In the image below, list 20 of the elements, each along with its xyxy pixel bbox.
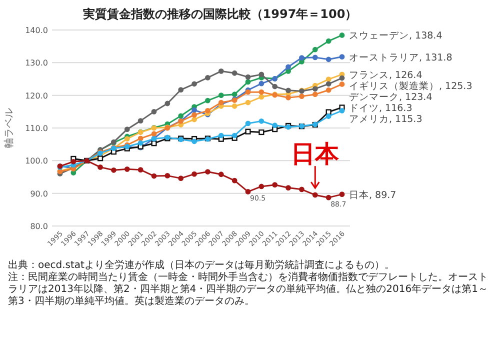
y-tick-label: 90.0 xyxy=(30,189,48,198)
y-tick-label: 140.0 xyxy=(25,26,48,35)
text: オーストラリア, 131.8 xyxy=(349,52,452,64)
y-tick-label: 130.0 xyxy=(25,58,48,68)
text: デンマーク, 123.4 xyxy=(349,92,432,103)
text: 注：民間産業の時間当たり賃金（一時金・時間外手当含む）を消費者物価指数でデフレートした。オーストラリアは2013年以降、第2・四半期と第4・四半期のデータの単純平均値。仏と独の2016年データは第1～第3・四半期の単純平均値。英は製造業のデータのみ。 xyxy=(8,271,488,307)
text: イギリス（製造業）, 125.3 xyxy=(349,80,472,92)
annotation: 日本 xyxy=(291,140,340,168)
text: 日本, 89.7 xyxy=(349,190,396,201)
text: スウェーデン, 138.4 xyxy=(349,30,442,42)
source-note: 出典：oecd.statより全労連が作成（日本のデータは毎月勤労統計調査によるもの）。 xyxy=(8,259,394,271)
y-tick-label: 120.0 xyxy=(25,91,48,100)
y-tick-label: 80.0 xyxy=(30,222,48,231)
y-tick-label: 110.0 xyxy=(25,124,48,133)
y-axis-title: 軸ラベル xyxy=(3,108,15,148)
text: フランス, 126.4 xyxy=(349,70,422,81)
text: ドイツ, 116.3 xyxy=(349,102,412,114)
y-tick-label: 100.0 xyxy=(25,156,48,166)
chart-title: 実質賃金指数の推移の国際比較（1997年＝100） xyxy=(82,7,358,21)
text: アメリカ, 115.3 xyxy=(349,114,422,125)
